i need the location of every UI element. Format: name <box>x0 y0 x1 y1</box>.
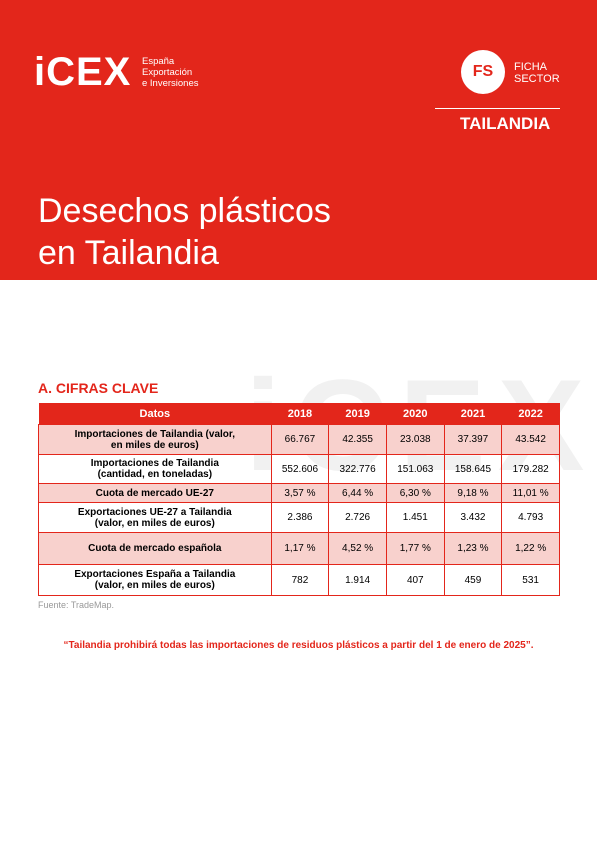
cell: 531 <box>501 564 560 596</box>
cell: 1,17 % <box>270 532 330 565</box>
column-header: 2018 <box>271 403 329 425</box>
table-row: Exportaciones UE-27 a Tailandia (valor, e… <box>38 502 560 533</box>
cell: 322.776 <box>328 454 387 484</box>
cell: 4,52 % <box>328 532 387 565</box>
cell: 1,77 % <box>385 532 445 565</box>
badge: FS <box>461 50 505 94</box>
cell: 1,23 % <box>443 532 503 565</box>
row-label: Importaciones de Tailandia (cantidad, en … <box>38 454 272 484</box>
cell: 459 <box>443 564 503 596</box>
country: TAILANDIA <box>460 114 551 133</box>
cell: 37.397 <box>443 424 503 455</box>
cell: 1,22 % <box>501 532 560 565</box>
header-band <box>0 0 597 280</box>
quote: “Tailandia prohibirá todas las importaci… <box>63 640 534 651</box>
cell: 2.386 <box>270 502 330 533</box>
table-row: Importaciones de Tailandia (cantidad, en … <box>38 454 560 484</box>
cell: 782 <box>270 564 330 596</box>
row-label-line: Importaciones de Tailandia (valor, <box>74 428 236 440</box>
badge-line: FICHA <box>514 61 547 73</box>
row-label-line: (valor, en miles de euros) <box>94 517 215 529</box>
logo: iCEX <box>34 50 132 94</box>
cell: 6,44 % <box>328 483 387 503</box>
cell: 407 <box>385 564 445 596</box>
badge-label: FICHA SECTOR <box>514 61 560 85</box>
table-row: Exportaciones España a Tailandia (valor, … <box>38 564 560 596</box>
rule <box>435 108 560 109</box>
table-row: Cuota de mercado española 1,17 % 4,52 % 1,7… <box>38 532 560 565</box>
cell: 3,57 % <box>270 483 330 503</box>
row-label-line: Cuota de mercado UE-27 <box>95 487 214 499</box>
data-table: Datos 2018 2019 2020 2021 2022 Importaciones d… <box>38 403 560 596</box>
cell: 23.038 <box>385 424 445 455</box>
cell: 1.914 <box>328 564 387 596</box>
row-label-line: (valor, en miles de euros) <box>94 580 215 591</box>
row-label-line: (cantidad, en toneladas) <box>97 469 213 480</box>
cell: 43.542 <box>501 424 560 455</box>
row-label: Importaciones de Tailandia (valor, en mil… <box>38 424 272 455</box>
logo-line: Exportación <box>142 67 193 78</box>
logo-line: e Inversiones <box>142 78 199 89</box>
column-header: 2020 <box>386 403 445 425</box>
table-row: Cuota de mercado UE-27 3,57 % 6,44 % 6,30 %… <box>38 483 560 503</box>
cell: 1.451 <box>385 502 445 533</box>
row-label-line: Exportaciones UE-27 a Tailandia <box>77 506 232 518</box>
row-label: Cuota de mercado española <box>38 532 272 565</box>
row-label: Exportaciones UE-27 a Tailandia (valor, e… <box>38 502 272 533</box>
row-label-line: Cuota de mercado española <box>88 543 222 554</box>
column-header: 2021 <box>444 403 502 425</box>
cell: 3.432 <box>443 502 503 533</box>
source: Fuente: TradeMap. <box>38 600 115 610</box>
badge-line: SECTOR <box>514 73 560 85</box>
row-label-line: en miles de euros) <box>110 439 199 451</box>
cell: 158.645 <box>443 454 503 484</box>
cell: 2.726 <box>328 502 387 533</box>
title-line: en Tailandia <box>38 234 219 272</box>
column-header: 2022 <box>501 403 560 425</box>
section-heading: A. CIFRAS CLAVE <box>38 380 159 396</box>
title-line: Desechos plásticos <box>38 192 331 230</box>
cell: 151.063 <box>385 454 445 484</box>
row-label-line: Importaciones de Tailandia <box>90 458 219 469</box>
column-header: Datos <box>38 403 272 425</box>
row-label: Cuota de mercado UE-27 <box>38 483 272 503</box>
cell: 66.767 <box>270 424 330 455</box>
header-row: Datos 2018 2019 2020 2021 2022 <box>38 403 560 425</box>
cell: 9,18 % <box>443 483 503 503</box>
column-header: 2019 <box>328 403 387 425</box>
table-row: Importaciones de Tailandia (valor, en mil… <box>38 424 560 455</box>
logo-subtitle: España Exportación e Inversiones <box>142 56 199 89</box>
cell: 552.606 <box>270 454 330 484</box>
title: Desechos plásticos en Tailandia <box>38 190 331 274</box>
row-label: Exportaciones España a Tailandia (valor, … <box>38 564 272 596</box>
cell: 4.793 <box>501 502 560 533</box>
logo-line: España <box>142 56 175 67</box>
cell: 6,30 % <box>385 483 445 503</box>
row-label-line: Exportaciones España a Tailandia <box>74 569 236 580</box>
cell: 42.355 <box>328 424 387 455</box>
cell: 11,01 % <box>501 483 560 503</box>
cell: 179.282 <box>501 454 560 484</box>
